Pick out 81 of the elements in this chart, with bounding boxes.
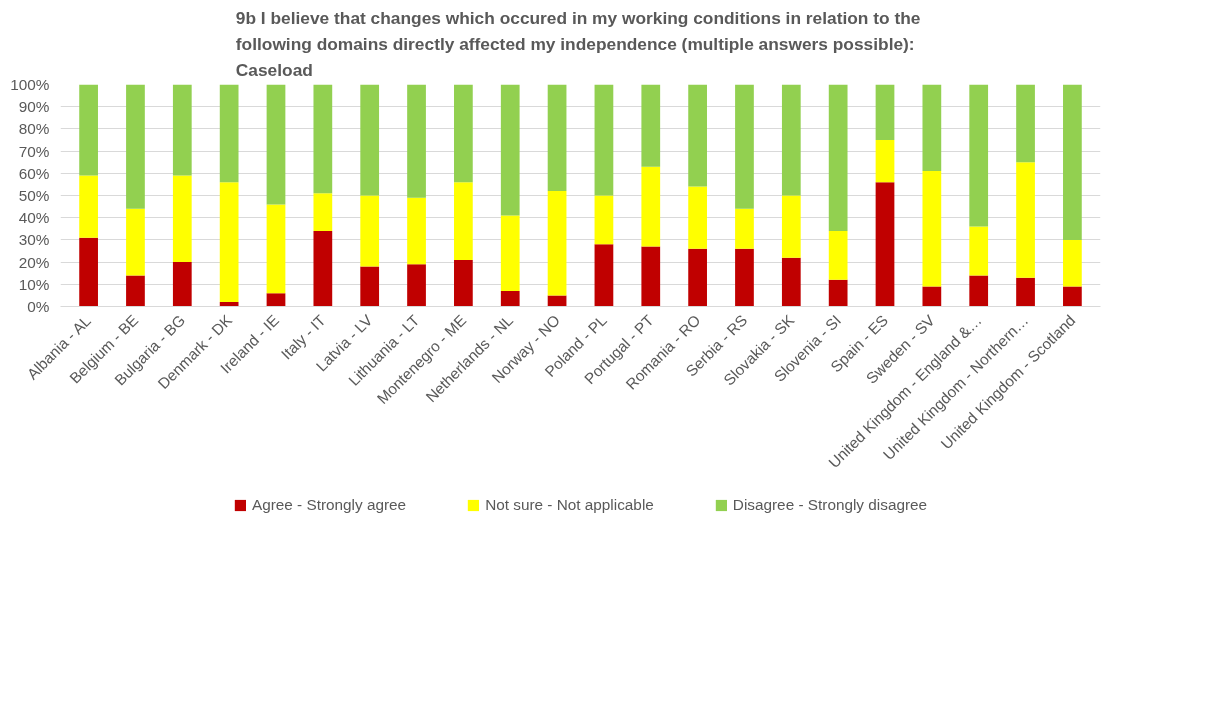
bar — [922, 84, 942, 172]
bar — [1063, 286, 1082, 307]
bar — [547, 191, 567, 296]
bar — [172, 262, 192, 307]
bar — [126, 208, 145, 276]
bar — [313, 231, 333, 307]
bar — [1063, 84, 1082, 240]
bar — [172, 84, 192, 176]
bar — [969, 84, 989, 227]
bar — [735, 84, 754, 209]
chart-title: 9b I believe that changes which occured in my working conditions in relation to the following domains directly affected my independence (multiple answers possible): Caseload — [235, 7, 921, 80]
bar — [454, 182, 473, 260]
bar — [126, 84, 145, 209]
bar — [266, 204, 286, 294]
bar — [688, 186, 707, 249]
bar — [875, 140, 895, 183]
legend-label: Not sure - Not applicable — [485, 496, 654, 514]
bar — [641, 246, 661, 307]
bar — [454, 84, 473, 183]
bar — [641, 84, 661, 167]
bar — [313, 193, 333, 232]
bar — [219, 182, 239, 303]
bar — [219, 302, 239, 307]
bar — [688, 84, 707, 187]
y-tick-label: 20% — [18, 253, 50, 271]
bar — [407, 197, 426, 265]
y-tick-label: 100% — [10, 76, 50, 93]
bar — [688, 248, 707, 307]
legend-label: Agree - Strongly agree — [251, 496, 407, 514]
y-tick-label: 40% — [18, 209, 50, 227]
bar — [781, 195, 801, 258]
bar — [266, 84, 286, 205]
bar — [360, 266, 380, 307]
bar — [828, 279, 848, 307]
y-tick-label: 80% — [18, 120, 50, 138]
bar — [875, 84, 895, 140]
bar — [172, 175, 192, 263]
bar — [594, 84, 614, 196]
bar — [781, 84, 801, 196]
bar — [1016, 162, 1035, 278]
bar — [219, 84, 239, 183]
bar — [735, 248, 754, 307]
bar — [79, 237, 98, 307]
bar — [79, 84, 98, 176]
bar — [828, 84, 848, 232]
bar — [407, 264, 426, 307]
y-tick-label: 30% — [18, 231, 50, 249]
y-tick-label: 90% — [18, 98, 50, 116]
bar — [594, 195, 614, 245]
bar — [360, 195, 380, 267]
bar — [875, 182, 895, 307]
y-tick-label: 60% — [18, 164, 50, 182]
bar — [781, 257, 801, 307]
bar — [126, 275, 145, 307]
y-tick-label: 0% — [27, 298, 50, 315]
bar — [360, 84, 380, 196]
bar — [547, 84, 567, 192]
bar — [454, 259, 473, 307]
bar — [500, 215, 520, 291]
bar — [547, 295, 567, 307]
bar — [922, 286, 942, 307]
legend-label: Disagree - Strongly disagree — [732, 496, 928, 514]
bar — [969, 275, 989, 307]
bar — [313, 84, 333, 194]
bar — [407, 84, 426, 198]
bar — [641, 166, 661, 247]
bar — [922, 171, 942, 287]
bar — [500, 84, 520, 216]
y-tick-label: 10% — [18, 275, 50, 293]
bar — [1016, 277, 1035, 307]
bar — [735, 208, 754, 249]
bar — [828, 231, 848, 280]
y-tick-label: 70% — [18, 142, 50, 160]
bar — [969, 226, 989, 276]
bar — [1063, 239, 1082, 287]
bar — [594, 244, 614, 307]
bar — [266, 293, 286, 307]
bar — [79, 175, 98, 238]
bar — [1016, 84, 1035, 163]
y-tick-label: 50% — [18, 187, 50, 204]
bar — [500, 290, 520, 307]
